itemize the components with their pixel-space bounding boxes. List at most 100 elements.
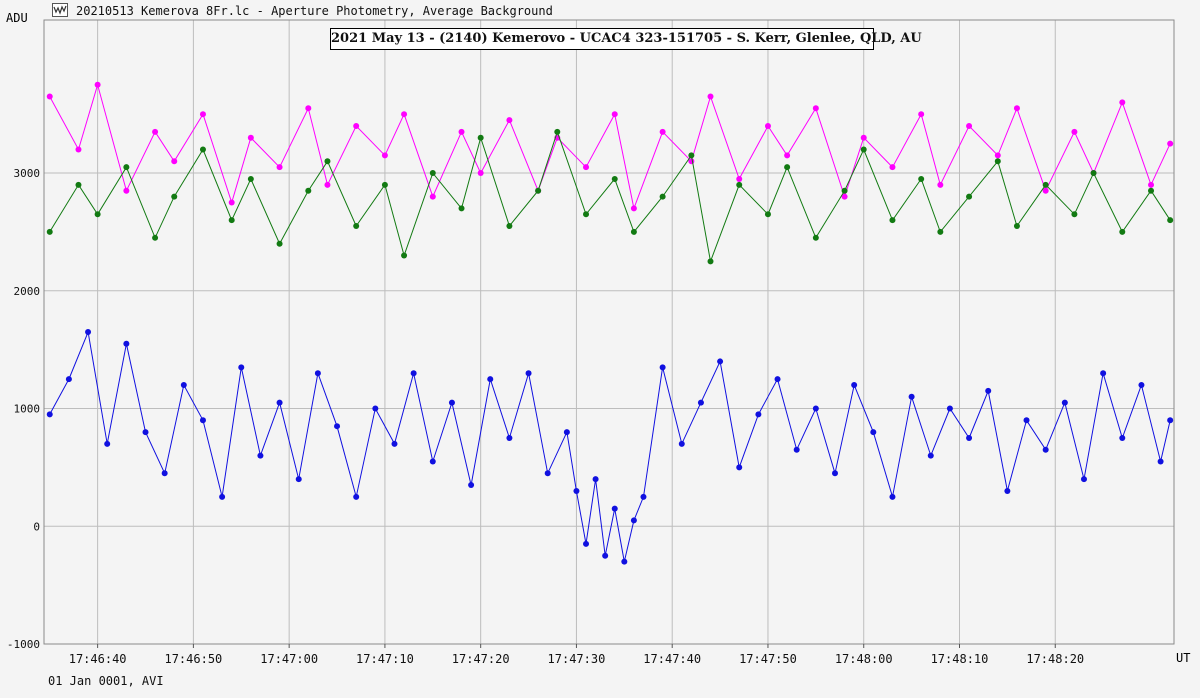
- data-point-comp1: [994, 152, 1001, 159]
- data-point-target: [468, 482, 475, 489]
- data-point-target: [487, 376, 494, 383]
- data-point-comp2: [94, 211, 101, 218]
- data-point-comp2: [324, 158, 331, 165]
- data-point-target: [1023, 417, 1030, 424]
- date-source-label: 01 Jan 0001, AVI: [48, 674, 164, 688]
- data-point-comp2: [506, 223, 513, 230]
- data-point-comp1: [889, 164, 896, 171]
- data-point-comp1: [75, 146, 82, 153]
- chart-title: 2021 May 13 - (2140) Kemerovo - UCAC4 32…: [330, 28, 922, 50]
- data-point-comp1: [1071, 128, 1078, 135]
- data-point-comp2: [1119, 228, 1126, 235]
- x-tick-label: 17:47:10: [356, 652, 414, 666]
- x-tick-label: 17:47:40: [643, 652, 701, 666]
- data-point-target: [908, 393, 915, 400]
- data-point-target: [123, 340, 130, 347]
- data-point-target: [717, 358, 724, 365]
- data-point-comp2: [458, 205, 465, 212]
- data-point-comp2: [152, 234, 159, 241]
- data-point-comp2: [966, 193, 973, 200]
- series-line-comp1: [49, 82, 1171, 211]
- y-tick-label: 3000: [14, 167, 41, 180]
- data-point-target: [46, 411, 53, 418]
- data-point-comp1: [276, 164, 283, 171]
- data-point-comp2: [228, 217, 235, 224]
- data-point-comp1: [199, 111, 206, 118]
- x-tick-label: 17:47:50: [739, 652, 797, 666]
- data-point-target: [506, 434, 513, 441]
- data-point-comp2: [860, 146, 867, 153]
- x-tick-label: 17:48:00: [835, 652, 893, 666]
- data-point-comp2: [1090, 170, 1097, 177]
- data-point-comp2: [477, 134, 484, 141]
- data-point-target: [985, 387, 992, 394]
- data-point-comp2: [764, 211, 771, 218]
- series-line-comp2: [49, 130, 1171, 264]
- data-point-target: [1080, 476, 1087, 483]
- data-point-comp2: [707, 258, 714, 265]
- data-point-target: [1004, 487, 1011, 494]
- data-point-comp2: [1167, 217, 1174, 224]
- data-point-comp1: [611, 111, 618, 118]
- y-tick-label: -1000: [7, 638, 40, 651]
- data-point-target: [611, 505, 618, 512]
- data-point-comp1: [937, 181, 944, 188]
- data-point-comp1: [324, 181, 331, 188]
- data-point-comp2: [688, 152, 695, 159]
- data-point-comp1: [353, 122, 360, 129]
- data-point-target: [583, 540, 590, 547]
- data-point-target: [410, 370, 417, 377]
- data-point-target: [1167, 417, 1174, 424]
- data-point-comp2: [247, 175, 254, 182]
- data-point-comp2: [276, 240, 283, 247]
- data-point-target: [812, 405, 819, 412]
- x-tick-label: 17:47:20: [452, 652, 510, 666]
- data-point-comp1: [630, 205, 637, 212]
- x-tick-label: 17:47:30: [548, 652, 606, 666]
- data-point-comp1: [477, 170, 484, 177]
- data-point-target: [1157, 458, 1164, 465]
- data-point-target: [1138, 381, 1145, 388]
- data-point-target: [1100, 370, 1107, 377]
- data-point-comp2: [937, 228, 944, 235]
- plot-frame: [43, 19, 1175, 645]
- data-point-target: [946, 405, 953, 412]
- data-point-comp1: [707, 93, 714, 100]
- data-point-target: [180, 381, 187, 388]
- lightcurve-app-icon[interactable]: [52, 3, 68, 17]
- window-title: 20210513 Kemerova 8Fr.lc - Aperture Phot…: [76, 4, 553, 18]
- data-point-comp1: [860, 134, 867, 141]
- series-line-target: [49, 330, 1171, 562]
- data-point-target: [334, 423, 341, 430]
- data-point-target: [142, 429, 149, 436]
- data-point-target: [525, 370, 532, 377]
- data-point-target: [429, 458, 436, 465]
- data-point-target: [573, 487, 580, 494]
- data-point-comp1: [966, 122, 973, 129]
- data-point-target: [602, 552, 609, 559]
- data-point-target: [563, 429, 570, 436]
- y-axis-label: ADU: [6, 11, 28, 25]
- data-point-comp1: [1013, 105, 1020, 112]
- data-point-comp2: [429, 170, 436, 177]
- data-point-comp2: [812, 234, 819, 241]
- data-point-target: [314, 370, 321, 377]
- data-point-target: [927, 452, 934, 459]
- data-point-comp2: [994, 158, 1001, 165]
- data-point-target: [85, 329, 92, 335]
- y-tick-label: 0: [33, 520, 40, 533]
- data-point-comp1: [171, 158, 178, 165]
- data-point-target: [1119, 434, 1126, 441]
- data-point-target: [889, 493, 896, 500]
- data-point-comp1: [401, 111, 408, 118]
- data-point-comp1: [381, 152, 388, 159]
- data-point-comp2: [554, 128, 561, 135]
- data-point-target: [276, 399, 283, 406]
- data-point-comp1: [228, 199, 235, 206]
- data-point-comp1: [46, 93, 53, 100]
- data-point-comp1: [841, 193, 848, 200]
- data-point-comp1: [152, 128, 159, 135]
- data-point-comp1: [764, 122, 771, 129]
- data-point-target: [755, 411, 762, 418]
